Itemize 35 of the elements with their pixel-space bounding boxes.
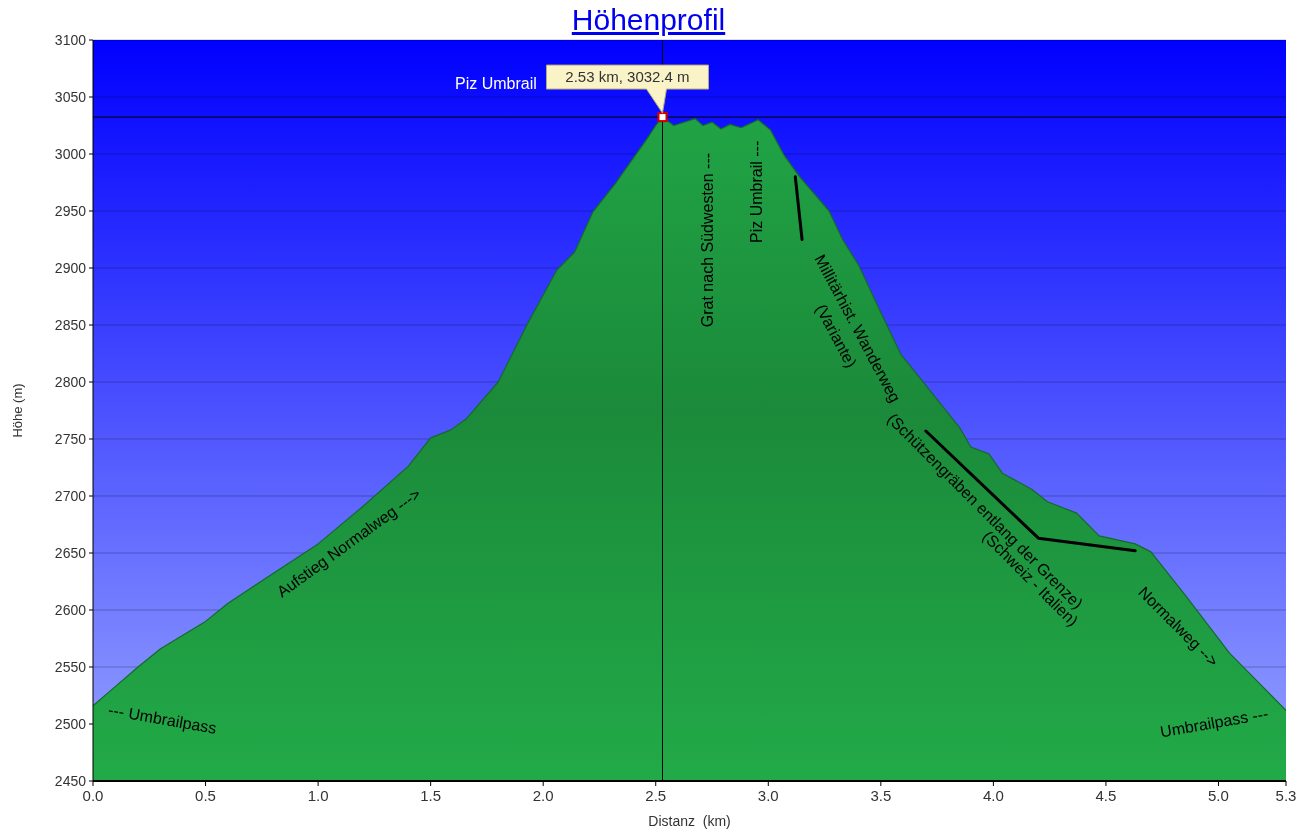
x-tick-label: 0.0 — [82, 787, 104, 804]
x-tick-label: 4.0 — [982, 787, 1004, 804]
y-tick-label: 2950 — [54, 203, 87, 219]
y-tick-label: 2700 — [54, 488, 87, 504]
y-tick-label: 3050 — [54, 89, 87, 105]
y-tick-label: 3000 — [54, 146, 87, 162]
y-tick-label: 2850 — [54, 317, 87, 333]
y-tick-label: 2450 — [54, 773, 87, 789]
annotation: Umbrailpass --- — [1158, 704, 1270, 741]
x-tick-label: 2.5 — [645, 787, 667, 804]
y-tick-label: 2500 — [54, 716, 87, 732]
annotation: Piz Umbrail — [455, 74, 537, 92]
annotation: Piz Umbrail --- — [747, 140, 765, 244]
annotation: Grat nach Südwesten --- — [698, 152, 716, 328]
x-axis-title: Distanz (km) — [648, 813, 731, 829]
annotation: 2.53 km, 3032.4 m — [565, 68, 690, 86]
x-tick-label: 5.0 — [1208, 787, 1229, 804]
x-tick-label: 1.0 — [307, 787, 329, 804]
x-tick-label: 0.5 — [195, 787, 216, 804]
y-tick-label: 3100 — [54, 32, 87, 48]
y-axis-title: Höhe (m) — [10, 383, 25, 438]
x-tick-label: 3.0 — [757, 787, 779, 804]
x-tick-label: 3.5 — [870, 787, 892, 804]
y-tick-label: 2900 — [54, 260, 87, 276]
y-tick-label: 2650 — [54, 545, 87, 561]
y-tick-label: 2800 — [54, 374, 87, 390]
x-tick-label: 1.5 — [420, 787, 442, 804]
x-tick-label: 4.5 — [1095, 787, 1117, 804]
y-tick-label: 2750 — [54, 431, 87, 447]
y-tick-label: 2550 — [54, 659, 87, 675]
x-tick-label: 5.3 — [1275, 787, 1297, 804]
x-tick-label: 2.0 — [532, 787, 554, 804]
annotation: --- Umbrailpass — [107, 701, 218, 737]
y-tick-label: 2600 — [54, 602, 87, 618]
chart-title: Höhenprofil — [571, 3, 726, 36]
